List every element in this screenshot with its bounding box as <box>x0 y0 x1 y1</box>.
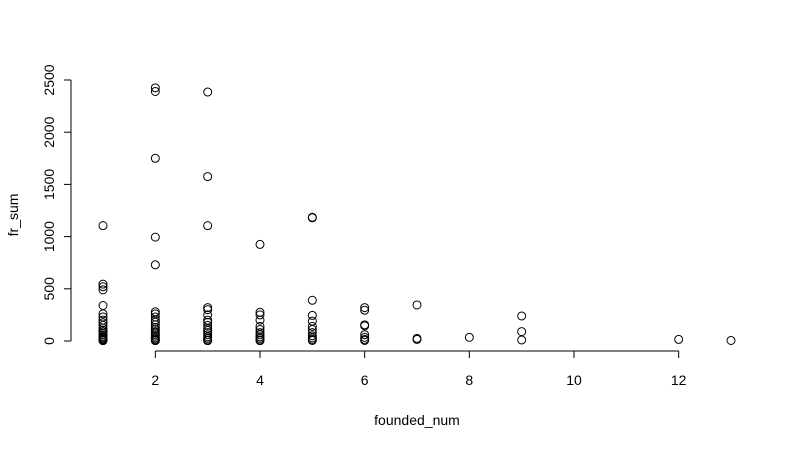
x-tick-label: 10 <box>566 372 582 388</box>
y-tick-label: 2000 <box>41 116 57 147</box>
data-point <box>674 334 684 344</box>
data-point <box>203 330 213 340</box>
x-tick-label: 2 <box>151 372 159 388</box>
data-point <box>98 285 108 295</box>
x-tick-label: 8 <box>465 372 473 388</box>
x-tick-label: 12 <box>671 372 687 388</box>
data-point <box>98 301 108 311</box>
data-point <box>150 86 160 96</box>
data-point <box>412 334 422 344</box>
data-point <box>517 327 527 337</box>
data-point <box>255 336 265 346</box>
data-point <box>360 330 370 340</box>
y-axis-label: fr_sum <box>5 194 21 237</box>
y-tick-label: 1500 <box>41 169 57 200</box>
data-point <box>307 310 317 320</box>
data-point <box>98 336 108 346</box>
x-axis-label: founded_num <box>374 412 460 428</box>
data-point <box>98 309 108 319</box>
data-point <box>150 315 160 325</box>
data-points <box>98 83 736 346</box>
data-point <box>726 335 736 345</box>
data-point <box>307 331 317 341</box>
data-point <box>203 172 213 182</box>
data-point <box>307 295 317 305</box>
x-axis-ticks: 2 4 6 8 10 12 <box>151 351 687 388</box>
data-point <box>255 310 265 320</box>
data-point <box>517 335 527 345</box>
data-point <box>412 300 422 310</box>
x-tick-label: 6 <box>361 372 369 388</box>
data-point <box>98 221 108 231</box>
y-tick-label: 1000 <box>41 221 57 252</box>
data-point <box>98 282 108 292</box>
y-axis-ticks: 0 500 1000 1500 2000 2500 <box>41 64 71 345</box>
data-point <box>360 335 370 345</box>
data-point <box>203 320 213 330</box>
y-tick-label: 500 <box>41 277 57 301</box>
data-point <box>98 279 108 289</box>
data-point <box>307 335 317 345</box>
y-tick-label: 2500 <box>41 64 57 95</box>
data-point <box>360 321 370 331</box>
data-point <box>255 239 265 249</box>
data-point <box>98 318 108 328</box>
data-point <box>203 221 213 231</box>
data-point <box>150 336 160 346</box>
data-point <box>360 303 370 313</box>
data-point <box>203 305 213 315</box>
x-tick-label: 4 <box>256 372 264 388</box>
y-tick-label: 0 <box>41 337 57 345</box>
data-point <box>203 336 213 346</box>
data-point <box>203 310 213 320</box>
data-point <box>307 213 317 223</box>
data-point <box>150 83 160 93</box>
data-point <box>360 305 370 315</box>
data-point <box>150 260 160 270</box>
data-point <box>464 332 474 342</box>
data-point <box>203 87 213 97</box>
data-point <box>203 303 213 313</box>
data-point <box>150 322 160 332</box>
data-point <box>255 330 265 340</box>
data-point <box>307 321 317 331</box>
data-point <box>150 232 160 242</box>
data-point <box>150 153 160 163</box>
data-point <box>517 311 527 321</box>
data-point <box>255 325 265 335</box>
data-point <box>360 332 370 342</box>
data-point <box>150 317 160 327</box>
data-point <box>255 315 265 325</box>
